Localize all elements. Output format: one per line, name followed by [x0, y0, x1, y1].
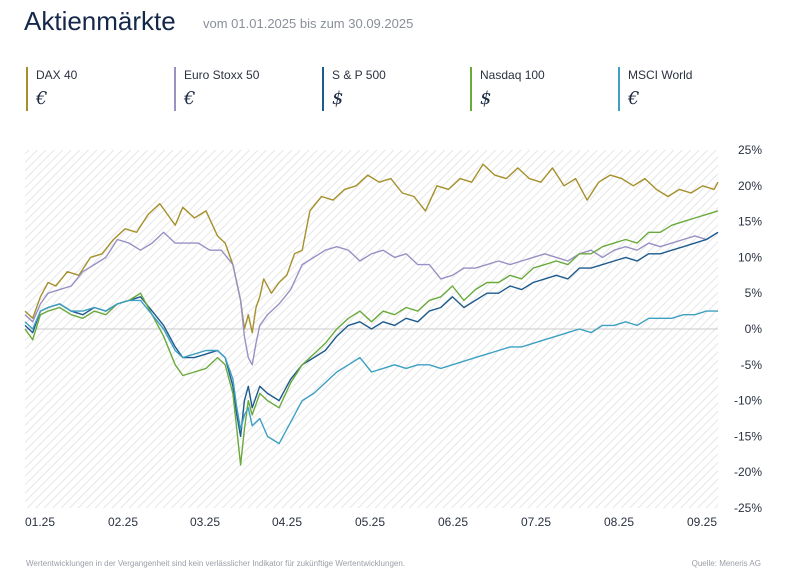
series-line [24, 231, 719, 438]
legend-color-bar [470, 67, 472, 111]
legend-currency-symbol: $ [480, 88, 492, 109]
y-tick-label: 20% [738, 179, 762, 193]
legend-item: S & P 500 $ [322, 67, 472, 111]
disclaimer-text: Wertentwicklungen in der Vergangenheit s… [26, 559, 406, 568]
legend-series-name: MSCI World [628, 68, 693, 82]
x-tick-label: 08.25 [604, 515, 634, 529]
x-tick-label: 06.25 [438, 515, 468, 529]
x-tick-label: 09.25 [687, 515, 717, 529]
y-tick-label: -20% [734, 465, 762, 479]
x-tick-label: 02.25 [108, 515, 138, 529]
series-line [24, 163, 719, 334]
date-range-subtitle: vom 01.01.2025 bis zum 30.09.2025 [203, 16, 414, 31]
legend-currency-symbol: € [628, 88, 640, 109]
legend-item: DAX 40 € [26, 67, 176, 111]
series-line [24, 231, 719, 366]
legend-color-bar [322, 67, 324, 111]
y-tick-label: -5% [741, 358, 763, 372]
y-tick-label: 25% [738, 143, 762, 157]
x-tick-label: 01.25 [25, 515, 55, 529]
legend-series-name: Nasdaq 100 [480, 68, 545, 82]
legend-series-name: S & P 500 [332, 68, 386, 82]
legend-item: Euro Stoxx 50 € [174, 67, 324, 111]
y-tick-label: 5% [745, 286, 763, 300]
y-tick-label: 15% [738, 215, 762, 229]
legend-series-name: Euro Stoxx 50 [184, 68, 260, 82]
legend-currency-symbol: € [36, 88, 48, 109]
legend-color-bar [26, 67, 28, 111]
page-title: Aktienmärkte [24, 6, 176, 36]
x-tick-label: 04.25 [272, 515, 302, 529]
legend-series-name: DAX 40 [36, 68, 78, 82]
series-line [24, 210, 719, 466]
legend-color-bar [618, 67, 620, 111]
y-tick-label: -10% [734, 394, 762, 408]
x-tick-label: 07.25 [521, 515, 551, 529]
y-tick-label: -25% [734, 501, 762, 515]
y-tick-label: 10% [738, 250, 762, 264]
y-tick-label: 0% [745, 322, 763, 336]
legend-item: MSCI World € [618, 67, 768, 111]
series-line [24, 299, 718, 445]
legend-currency-symbol: € [184, 88, 196, 109]
y-tick-label: -15% [734, 429, 762, 443]
x-tick-label: 03.25 [190, 515, 220, 529]
legend-color-bar [174, 67, 176, 111]
legend-item: Nasdaq 100 $ [470, 67, 620, 111]
source-text: Quelle: Meneris AG [691, 559, 761, 568]
legend-currency-symbol: $ [332, 88, 344, 109]
x-tick-label: 05.25 [355, 515, 385, 529]
